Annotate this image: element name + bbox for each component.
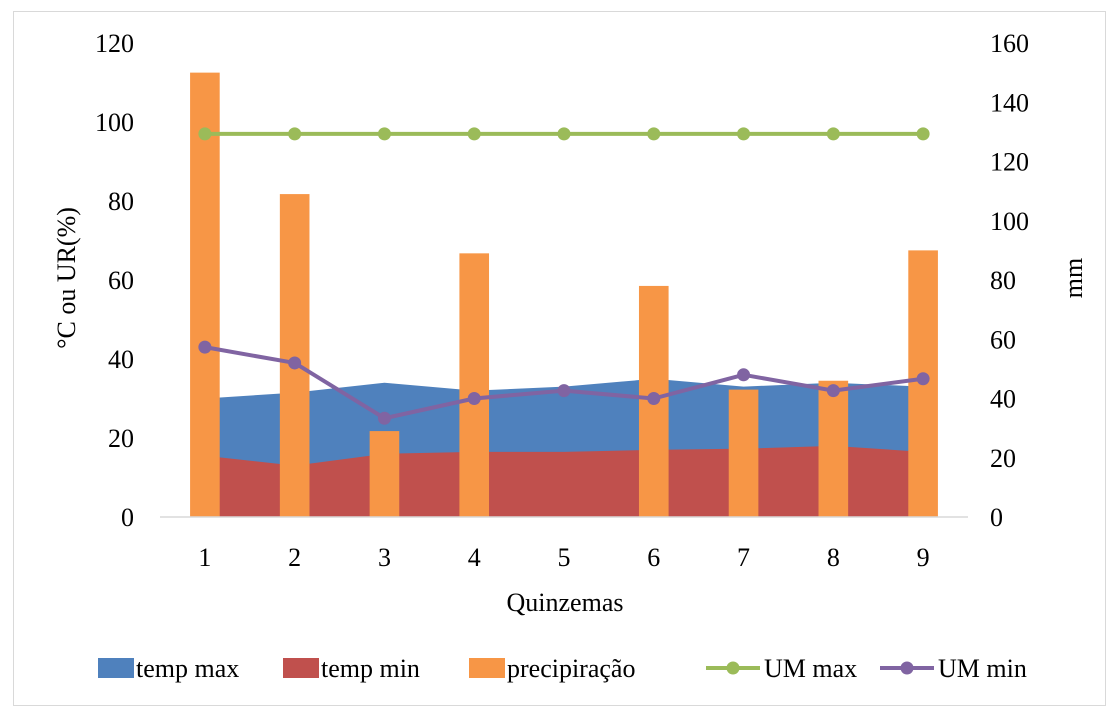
x-tick-label: 1 <box>198 543 211 572</box>
y2-tick-label: 0 <box>990 503 1003 532</box>
bar-precip-4 <box>459 253 490 517</box>
y2-tick-label: 80 <box>990 266 1016 295</box>
bar-precip-2 <box>279 194 310 517</box>
x-tick-label: 5 <box>558 543 571 572</box>
y2-axis-title: mm <box>1059 258 1088 298</box>
x-tick-label: 7 <box>737 543 750 572</box>
marker-UM-max-6 <box>647 127 661 141</box>
y-axis-ticks: 0 20 40 60 80 100 120 <box>95 29 134 532</box>
bar-precip-3 <box>369 431 400 517</box>
area-layer <box>204 378 924 517</box>
legend-item-temp-max: temp max <box>98 654 239 683</box>
x-tick-label: 6 <box>647 543 660 572</box>
y-tick-label: 120 <box>95 29 134 58</box>
legend-label: temp max <box>136 654 239 683</box>
y-axis-title: °C ou UR(%) <box>52 207 81 349</box>
y-tick-label: 0 <box>121 503 134 532</box>
marker-UM-min-6 <box>647 392 661 405</box>
y2-tick-label: 120 <box>990 148 1029 177</box>
bar-precip-1 <box>190 72 220 517</box>
y-tick-label: 100 <box>95 108 134 137</box>
y-tick-label: 80 <box>108 187 134 216</box>
marker-UM-min-8 <box>826 384 840 398</box>
y-tick-label: 60 <box>108 266 134 295</box>
marker-UM-max-5 <box>557 127 571 141</box>
legend-label: precipiração <box>507 654 635 683</box>
marker-UM-min-7 <box>737 368 751 382</box>
legend-label: UM max <box>764 654 857 683</box>
marker-UM-min-5 <box>557 384 571 398</box>
y2-tick-label: 160 <box>990 29 1029 58</box>
marker-UM-max-7 <box>737 127 751 141</box>
marker-UM-min-9 <box>916 372 930 386</box>
y-tick-label: 20 <box>108 424 134 453</box>
legend-item-precipiração: precipiração <box>469 654 635 683</box>
legend-marker <box>726 661 740 675</box>
legend-swatch <box>469 658 505 678</box>
marker-UM-max-1 <box>198 127 212 141</box>
bar-precip-8 <box>818 380 849 517</box>
marker-UM-min-4 <box>467 392 481 405</box>
legend-item-UM-max: UM max <box>706 654 857 683</box>
marker-UM-max-3 <box>377 127 391 141</box>
legend-label: temp min <box>321 654 420 683</box>
legend-marker <box>900 661 914 675</box>
x-tick-label: 9 <box>917 543 930 572</box>
x-axis-ticks: 1 2 3 4 5 6 7 8 9 <box>198 543 929 572</box>
x-tick-label: 3 <box>378 543 391 572</box>
marker-UM-min-3 <box>377 411 391 425</box>
legend-swatch <box>98 658 134 678</box>
x-tick-label: 4 <box>468 543 481 572</box>
marker-UM-max-9 <box>916 127 930 141</box>
y2-tick-label: 100 <box>990 207 1029 236</box>
y2-tick-label: 140 <box>990 88 1029 117</box>
marker-UM-max-2 <box>288 127 302 141</box>
legend-label: UM min <box>938 654 1027 683</box>
bar-layer <box>190 72 938 517</box>
marker-UM-max-8 <box>826 127 840 141</box>
line-layer <box>198 127 930 425</box>
legend-swatch <box>283 658 319 678</box>
legend: temp max temp min precipiração UM max UM min <box>98 654 1027 683</box>
y2-tick-label: 40 <box>990 385 1016 414</box>
marker-UM-min-2 <box>288 356 302 370</box>
y-tick-label: 40 <box>108 345 134 374</box>
y2-tick-label: 60 <box>990 325 1016 354</box>
legend-item-UM-min: UM min <box>880 654 1027 683</box>
marker-UM-max-4 <box>467 127 481 141</box>
x-axis-title: Quinzemas <box>507 588 624 617</box>
y2-tick-label: 20 <box>990 444 1016 473</box>
legend-item-temp-min: temp min <box>283 654 420 683</box>
bar-precip-7 <box>728 389 759 517</box>
x-tick-label: 2 <box>288 543 301 572</box>
marker-UM-min-1 <box>198 340 212 354</box>
x-tick-label: 8 <box>827 543 840 572</box>
y2-axis-ticks: 0 20 40 60 80 100 120 140 160 <box>990 29 1029 532</box>
